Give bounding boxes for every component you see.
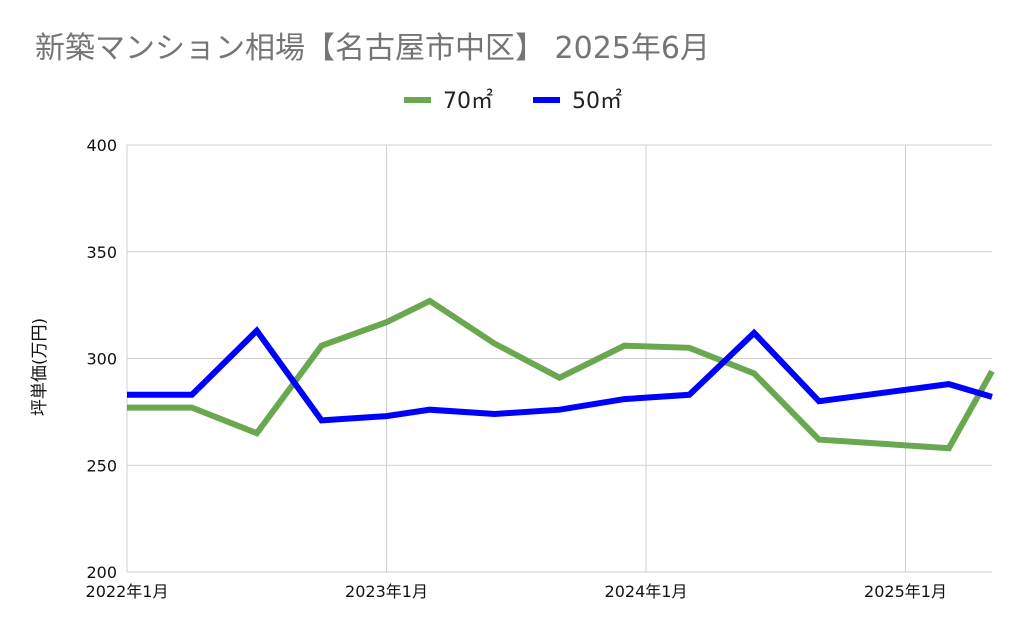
y-tick-label: 300 bbox=[86, 350, 117, 369]
x-axis-ticks: 2022年1月 2023年1月 2024年1月 2025年1月 bbox=[86, 582, 947, 601]
x-tick-label: 2023年1月 bbox=[345, 582, 428, 601]
x-tick-label: 2022年1月 bbox=[86, 582, 169, 601]
y-axis-ticks: 200 250 300 350 400 bbox=[86, 136, 117, 582]
series-line-1 bbox=[127, 326, 993, 424]
y-tick-label: 200 bbox=[86, 563, 117, 582]
x-tick-label: 2024年1月 bbox=[605, 582, 688, 601]
y-tick-label: 400 bbox=[86, 136, 117, 155]
legend-label-1: 50㎡ bbox=[572, 88, 622, 114]
legend-label-0: 70㎡ bbox=[443, 88, 493, 114]
y-tick-label: 250 bbox=[86, 456, 117, 475]
legend: 70㎡ 50㎡ bbox=[404, 88, 622, 114]
series-lines bbox=[127, 297, 995, 452]
series-line-0 bbox=[127, 297, 995, 452]
gridlines bbox=[126, 144, 992, 573]
y-tick-label: 350 bbox=[86, 243, 117, 262]
x-tick-label: 2025年1月 bbox=[864, 582, 947, 601]
y-axis-title: 坪単価(万円) bbox=[30, 318, 50, 416]
chart-title: 新築マンション相場【名古屋市中区】 2025年6月 bbox=[35, 31, 710, 66]
